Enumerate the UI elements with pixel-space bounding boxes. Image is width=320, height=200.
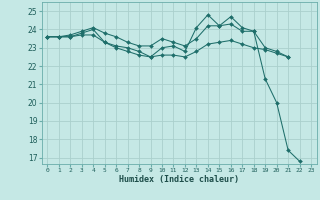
X-axis label: Humidex (Indice chaleur): Humidex (Indice chaleur) xyxy=(119,175,239,184)
